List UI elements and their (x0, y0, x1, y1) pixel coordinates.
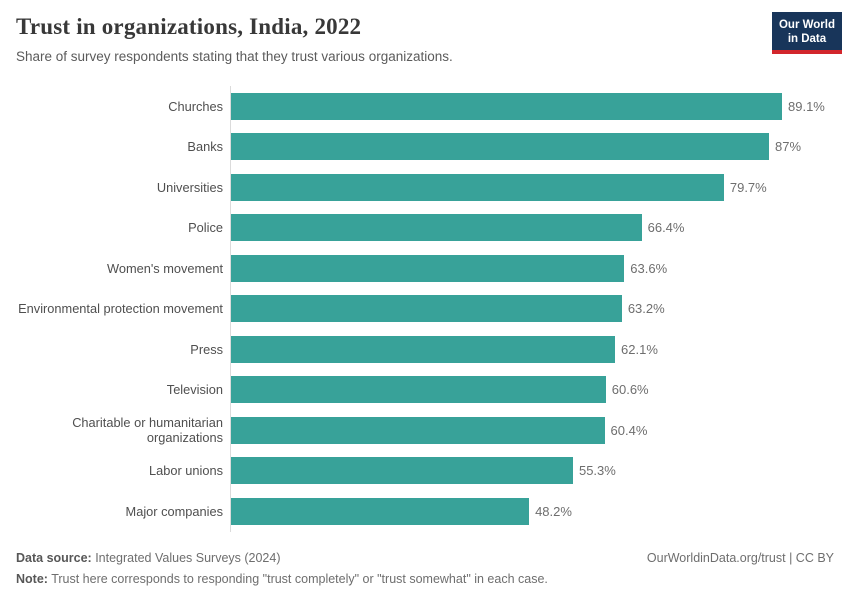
value-label: 63.6% (630, 260, 668, 276)
chart-header: Trust in organizations, India, 2022 Shar… (16, 14, 730, 64)
bar[interactable] (231, 254, 625, 282)
bar-row: Universities 79.7% (0, 167, 850, 208)
value-label: 55.3% (578, 463, 616, 479)
bar-row: Charitable or humanitarian organizations… (0, 410, 850, 451)
note-text: Trust here corresponds to responding "tr… (47, 572, 548, 586)
plot-cell: 63.2% (230, 288, 850, 329)
bar[interactable] (231, 214, 642, 242)
category-label: Press (190, 341, 223, 357)
bar[interactable] (231, 133, 769, 161)
value-label: 60.4% (610, 422, 648, 438)
category-label: Labor unions (149, 463, 223, 479)
plot-cell: 55.3% (230, 450, 850, 491)
value-label: 66.4% (647, 220, 685, 236)
plot-cell: 89.1% (230, 86, 850, 127)
category-label: Charitable or humanitarian organizations (72, 415, 223, 446)
chart-title: Trust in organizations, India, 2022 (16, 14, 362, 39)
bar[interactable] (231, 457, 573, 485)
category-label: Environmental protection movement (18, 301, 223, 317)
bar[interactable] (231, 92, 782, 120)
bar-row: Banks 87% (0, 126, 850, 167)
bar-row: Police 66.4% (0, 207, 850, 248)
value-label: 48.2% (535, 503, 572, 519)
data-source-text: Integrated Values Surveys (2024) (91, 551, 281, 565)
value-label: 89.1% (788, 98, 825, 114)
owid-logo-line2: in Data (787, 33, 827, 45)
value-label: 63.2% (627, 301, 665, 317)
category-label: Television (166, 382, 223, 398)
bar-row: Major companies 48.2% (0, 491, 850, 532)
category-label: Churches (168, 98, 223, 114)
bar[interactable] (231, 416, 605, 444)
owid-logo: Our World in Data (771, 12, 842, 54)
bar-row: Women's movement 63.6% (0, 248, 850, 289)
bar[interactable] (231, 376, 606, 404)
category-label: Major companies (125, 503, 223, 519)
plot-cell: 48.2% (230, 491, 850, 532)
plot-cell: 60.4% (230, 410, 850, 451)
plot-cell: 63.6% (230, 248, 850, 289)
category-label: Banks (187, 139, 223, 155)
bar-row: Labor unions 55.3% (0, 450, 850, 491)
chart-footer: Data source: Integrated Values Surveys (… (16, 548, 834, 590)
chart-subtitle: Share of survey respondents stating that… (16, 49, 453, 64)
value-label: 60.6% (611, 382, 649, 398)
bar[interactable] (231, 335, 616, 363)
bar[interactable] (231, 295, 622, 323)
owid-logo-line1: Our World (778, 19, 835, 31)
category-label: Police (188, 220, 223, 236)
plot-cell: 87% (230, 126, 850, 167)
bar[interactable] (231, 497, 530, 525)
plot-cell: 79.7% (230, 167, 850, 208)
value-label: 87% (775, 139, 802, 155)
bar-rows: Churches 89.1% Banks 87% Universities 79.7% Po… (0, 86, 850, 532)
bar-chart: Churches 89.1% Banks 87% Universities 79.7% Po… (0, 86, 850, 532)
value-label: 62.1% (621, 341, 658, 357)
bar-row: Press 62.1% (0, 329, 850, 370)
plot-cell: 60.6% (230, 369, 850, 410)
bar-row: Television 60.6% (0, 369, 850, 410)
bar[interactable] (231, 173, 724, 201)
plot-cell: 62.1% (230, 329, 850, 370)
category-label: Women's movement (107, 260, 223, 276)
data-source-label: Data source: (16, 551, 92, 565)
footer-attribution-link[interactable]: OurWorldinData.org/trust | CC BY (646, 551, 834, 565)
note-line: Note: Trust here corresponds to respondi… (16, 569, 834, 590)
category-label: Universities (156, 179, 223, 195)
note-label: Note: (16, 572, 48, 586)
plot-cell: 66.4% (230, 207, 850, 248)
bar-row: Environmental protection movement 63.2% (0, 288, 850, 329)
value-label: 79.7% (729, 179, 767, 195)
data-source-line: Data source: Integrated Values Surveys (… (16, 548, 281, 569)
bar-row: Churches 89.1% (0, 86, 850, 127)
